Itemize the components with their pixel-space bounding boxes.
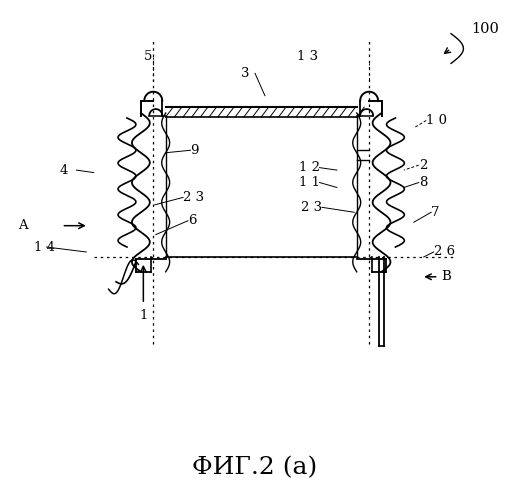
Text: 1 1: 1 1 bbox=[298, 176, 319, 189]
Text: A: A bbox=[18, 219, 27, 232]
Text: 1 0: 1 0 bbox=[426, 114, 446, 127]
Text: 1 4: 1 4 bbox=[34, 241, 55, 253]
Text: 8: 8 bbox=[418, 176, 427, 189]
Text: 5: 5 bbox=[144, 50, 152, 63]
Text: 3: 3 bbox=[240, 67, 249, 80]
Text: B: B bbox=[440, 270, 450, 283]
Text: 100: 100 bbox=[470, 21, 498, 36]
Text: 9: 9 bbox=[190, 144, 199, 157]
Text: 7: 7 bbox=[430, 206, 439, 219]
Text: 6: 6 bbox=[188, 214, 196, 227]
Text: 1: 1 bbox=[139, 308, 147, 321]
Text: 2 3: 2 3 bbox=[183, 191, 204, 204]
Text: ФИГ.2 (а): ФИГ.2 (а) bbox=[192, 457, 317, 480]
Text: 4: 4 bbox=[60, 164, 68, 177]
Text: 2 3: 2 3 bbox=[300, 201, 321, 214]
Text: 2 6: 2 6 bbox=[433, 246, 454, 258]
Text: 2: 2 bbox=[418, 159, 427, 172]
Text: 1 2: 1 2 bbox=[298, 161, 319, 174]
Text: 1 3: 1 3 bbox=[296, 50, 317, 63]
